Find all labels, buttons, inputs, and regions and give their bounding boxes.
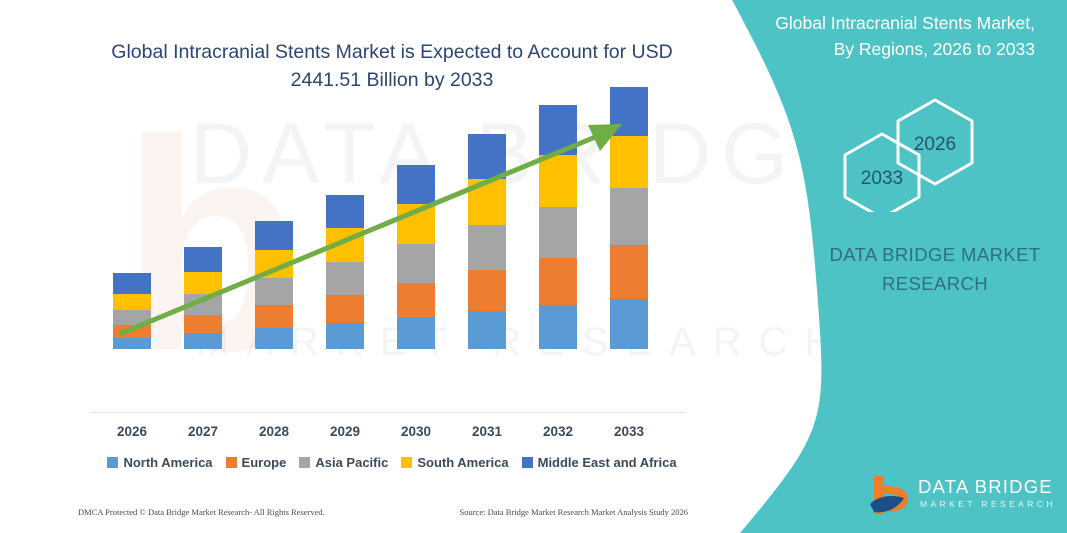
bar-segment <box>184 315 222 333</box>
footer-source: Source: Data Bridge Market Research Mark… <box>459 507 688 517</box>
legend-item[interactable]: Asia Pacific <box>299 455 388 470</box>
bar-segment <box>255 278 293 305</box>
bar-segment <box>326 195 364 228</box>
teal-panel-shape <box>732 0 1067 533</box>
year-hexagon-badges: 2026 2033 <box>820 92 1030 220</box>
bar-segment <box>184 294 222 315</box>
bar-column <box>539 105 577 349</box>
stacked-bar-chart: 2026 2027 2028 2029 2030 2031 2032 2033 <box>92 87 686 439</box>
bar-segment <box>113 338 151 349</box>
panel-title: Global Intracranial Stents Market, By Re… <box>735 10 1035 63</box>
panel-title-line1: Global Intracranial Stents Market, <box>775 13 1035 33</box>
bar-segment <box>539 258 577 305</box>
bar-segment <box>397 204 435 244</box>
logo-tagline: MARKET RESEARCH <box>920 499 1056 509</box>
bar-segment <box>326 295 364 323</box>
bar-segment <box>539 207 577 258</box>
legend-swatch-icon <box>401 457 413 468</box>
x-axis-label: 2033 <box>613 424 645 439</box>
bar-segment <box>184 333 222 349</box>
bar-segment <box>468 134 506 179</box>
page-title: Global Intracranial Stents Market is Exp… <box>111 41 673 92</box>
bar-column <box>468 134 506 349</box>
bar-segment <box>397 244 435 283</box>
bar-segment <box>610 136 648 188</box>
bar-segment <box>113 325 151 338</box>
x-axis-label: 2031 <box>471 424 503 439</box>
x-axis-label: 2030 <box>400 424 432 439</box>
panel-brand-line1: DATA BRIDGE MARKET <box>829 244 1041 265</box>
legend-label: Asia Pacific <box>315 455 389 470</box>
bar-segment <box>326 228 364 262</box>
bar-column <box>184 247 222 349</box>
bar-segment <box>610 188 648 245</box>
legend-swatch-icon <box>107 457 119 468</box>
bar-segment <box>255 221 293 250</box>
bar-segment <box>113 273 151 294</box>
bar-segment <box>610 299 648 349</box>
legend-label: Europe <box>241 455 287 470</box>
logo-name: DATA BRIDGE <box>918 476 1053 497</box>
x-axis-label: 2026 <box>116 424 148 439</box>
right-teal-panel: b <box>707 0 1067 533</box>
x-axis-label: 2029 <box>329 424 361 439</box>
bar-segment <box>255 305 293 328</box>
bar-segment <box>610 87 648 136</box>
bar-segment <box>397 317 435 349</box>
bar-segment <box>539 105 577 155</box>
bar-segment <box>326 262 364 295</box>
bar-segment <box>397 283 435 317</box>
legend-label: South America <box>417 455 509 470</box>
legend-item[interactable]: Middle East and Africa <box>521 455 677 470</box>
hexagon-2033-label: 2033 <box>861 168 903 189</box>
chart-legend: North America Europe Asia Pacific South Ame… <box>92 455 692 470</box>
bar-segment <box>468 311 506 349</box>
footer-bar: DMCA Protected © Data Bridge Market Rese… <box>78 507 688 517</box>
bar-segment <box>468 179 506 225</box>
bar-column <box>610 87 648 349</box>
x-axis-label: 2032 <box>542 424 574 439</box>
legend-label: North America <box>123 455 213 470</box>
bar-segment <box>610 245 648 299</box>
bar-segment <box>184 272 222 294</box>
legend-item[interactable]: Europe <box>225 455 287 470</box>
legend-item[interactable]: South America <box>401 455 509 470</box>
logo-mark-icon <box>870 476 908 514</box>
footer-copyright: DMCA Protected © Data Bridge Market Rese… <box>78 507 325 517</box>
x-axis-label: 2027 <box>187 424 219 439</box>
bar-segment <box>539 305 577 349</box>
bar-segment <box>184 247 222 272</box>
bar-column <box>255 221 293 349</box>
bar-segment <box>468 270 506 311</box>
bar-segment <box>113 310 151 325</box>
bar-segment <box>326 323 364 349</box>
hexagon-2026 <box>896 98 974 186</box>
bar-segment <box>113 294 151 310</box>
x-axis-label: 2028 <box>258 424 290 439</box>
bar-column <box>326 195 364 349</box>
legend-label: Middle East and Africa <box>537 455 677 470</box>
legend-swatch-icon <box>299 457 311 468</box>
chart-baseline-axis <box>92 412 686 413</box>
bar-segment <box>255 328 293 349</box>
panel-brand-line2: RESEARCH <box>882 272 988 294</box>
bar-segment <box>255 250 293 278</box>
hexagon-2026-label: 2026 <box>914 134 956 155</box>
bar-segment <box>468 225 506 270</box>
bar-segment <box>397 165 435 204</box>
bar-column <box>397 165 435 349</box>
data-bridge-logo: DATA BRIDGE MARKET RESEARCH <box>868 474 1052 520</box>
bar-column <box>113 273 151 349</box>
panel-brand-text: DATA BRIDGE MARKET RESEARCH <box>820 241 1050 298</box>
legend-item[interactable]: North America <box>107 455 213 470</box>
panel-title-line2: By Regions, 2026 to 2033 <box>833 39 1035 60</box>
bar-segment <box>539 155 577 207</box>
legend-swatch-icon <box>225 457 237 468</box>
legend-swatch-icon <box>521 457 533 468</box>
